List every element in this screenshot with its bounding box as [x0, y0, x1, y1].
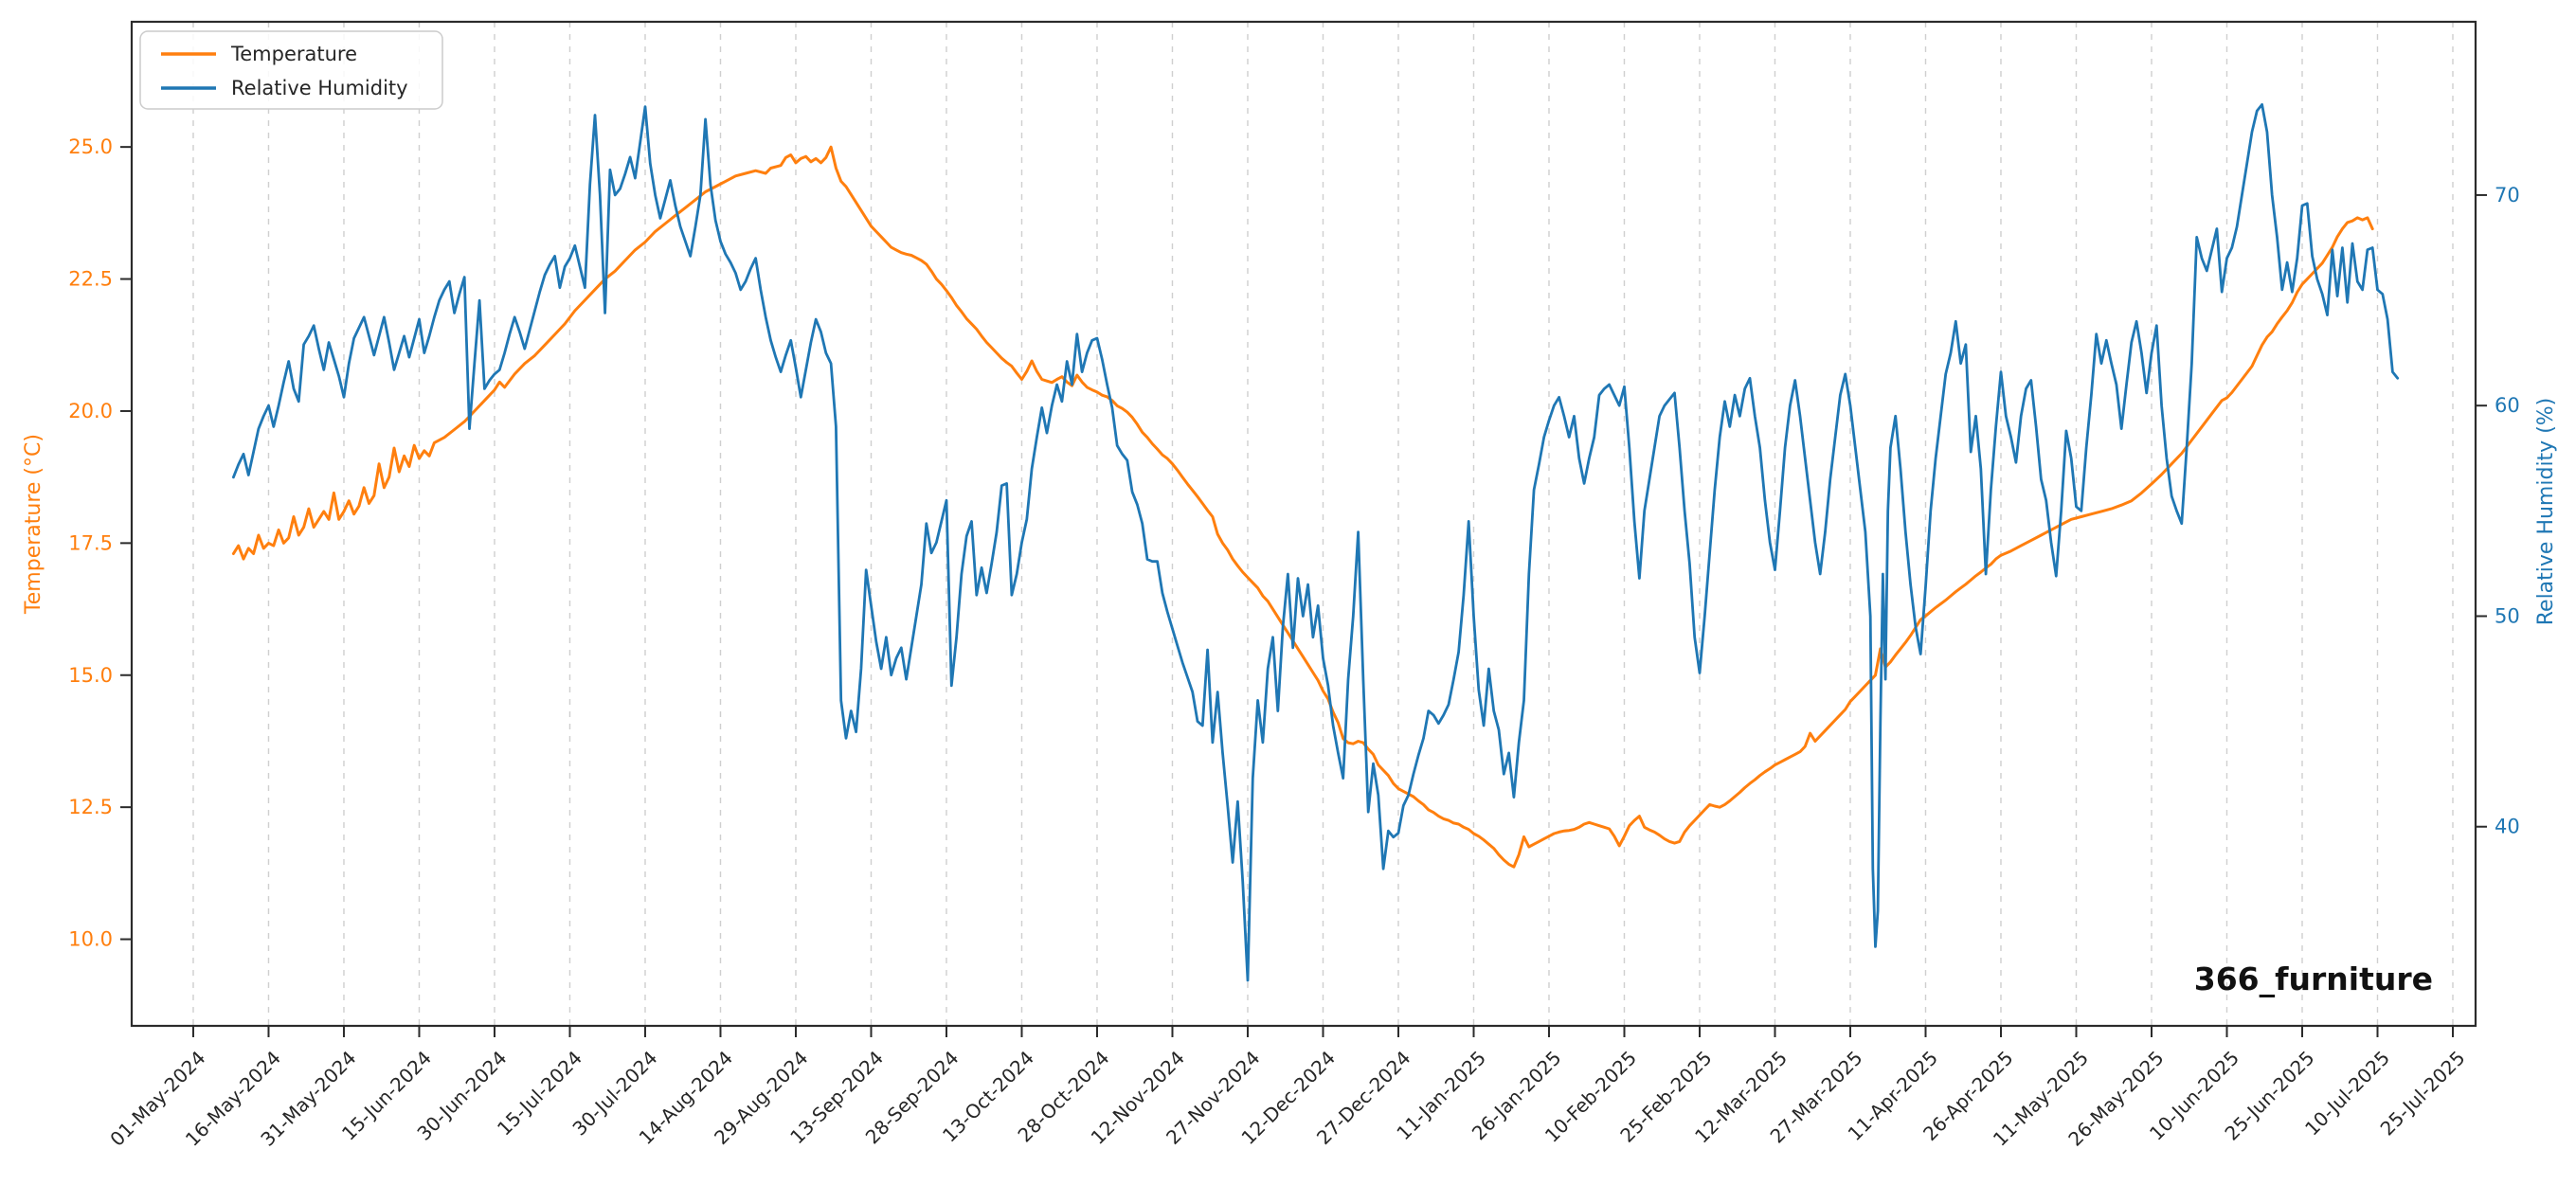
left-tick-label: 25.0 [68, 135, 113, 158]
left-tick-label: 15.0 [68, 664, 113, 687]
series-lines [231, 103, 2400, 982]
left-tick-label: 12.5 [68, 796, 113, 818]
series-line-relative-humidity [231, 103, 2400, 982]
annotation-label: 366_furniture [2194, 961, 2433, 997]
left-tick-label: 17.5 [68, 531, 113, 554]
legend-label-temperature: Temperature [230, 43, 357, 65]
right-axis-ticks: 40 50 60 70 [2476, 184, 2520, 838]
x-axis-ticks: 01-May-202416-May-202431-May-202415-Jun-… [105, 1026, 2470, 1151]
plot-frame [130, 20, 2477, 1028]
legend-label-humidity: Relative Humidity [231, 77, 408, 99]
right-axis-title: Relative Humidity (%) [2534, 398, 2558, 626]
gridlines [192, 22, 2454, 1026]
right-tick-label: 40 [2495, 816, 2520, 838]
left-tick-label: 10.0 [68, 928, 113, 951]
right-tick-label: 50 [2495, 604, 2520, 627]
left-tick-label: 20.0 [68, 400, 113, 422]
legend: Temperature Relative Humidity [139, 30, 443, 110]
left-tick-label: 22.5 [68, 268, 113, 291]
right-tick-label: 60 [2495, 394, 2520, 417]
left-axis-ticks: 10.0 12.5 15.0 17.5 20.0 22.5 25.0 [68, 135, 132, 951]
series-line-temperature [231, 145, 2374, 869]
right-tick-label: 70 [2495, 184, 2520, 206]
left-axis-title: Temperature (°C) [22, 434, 45, 615]
